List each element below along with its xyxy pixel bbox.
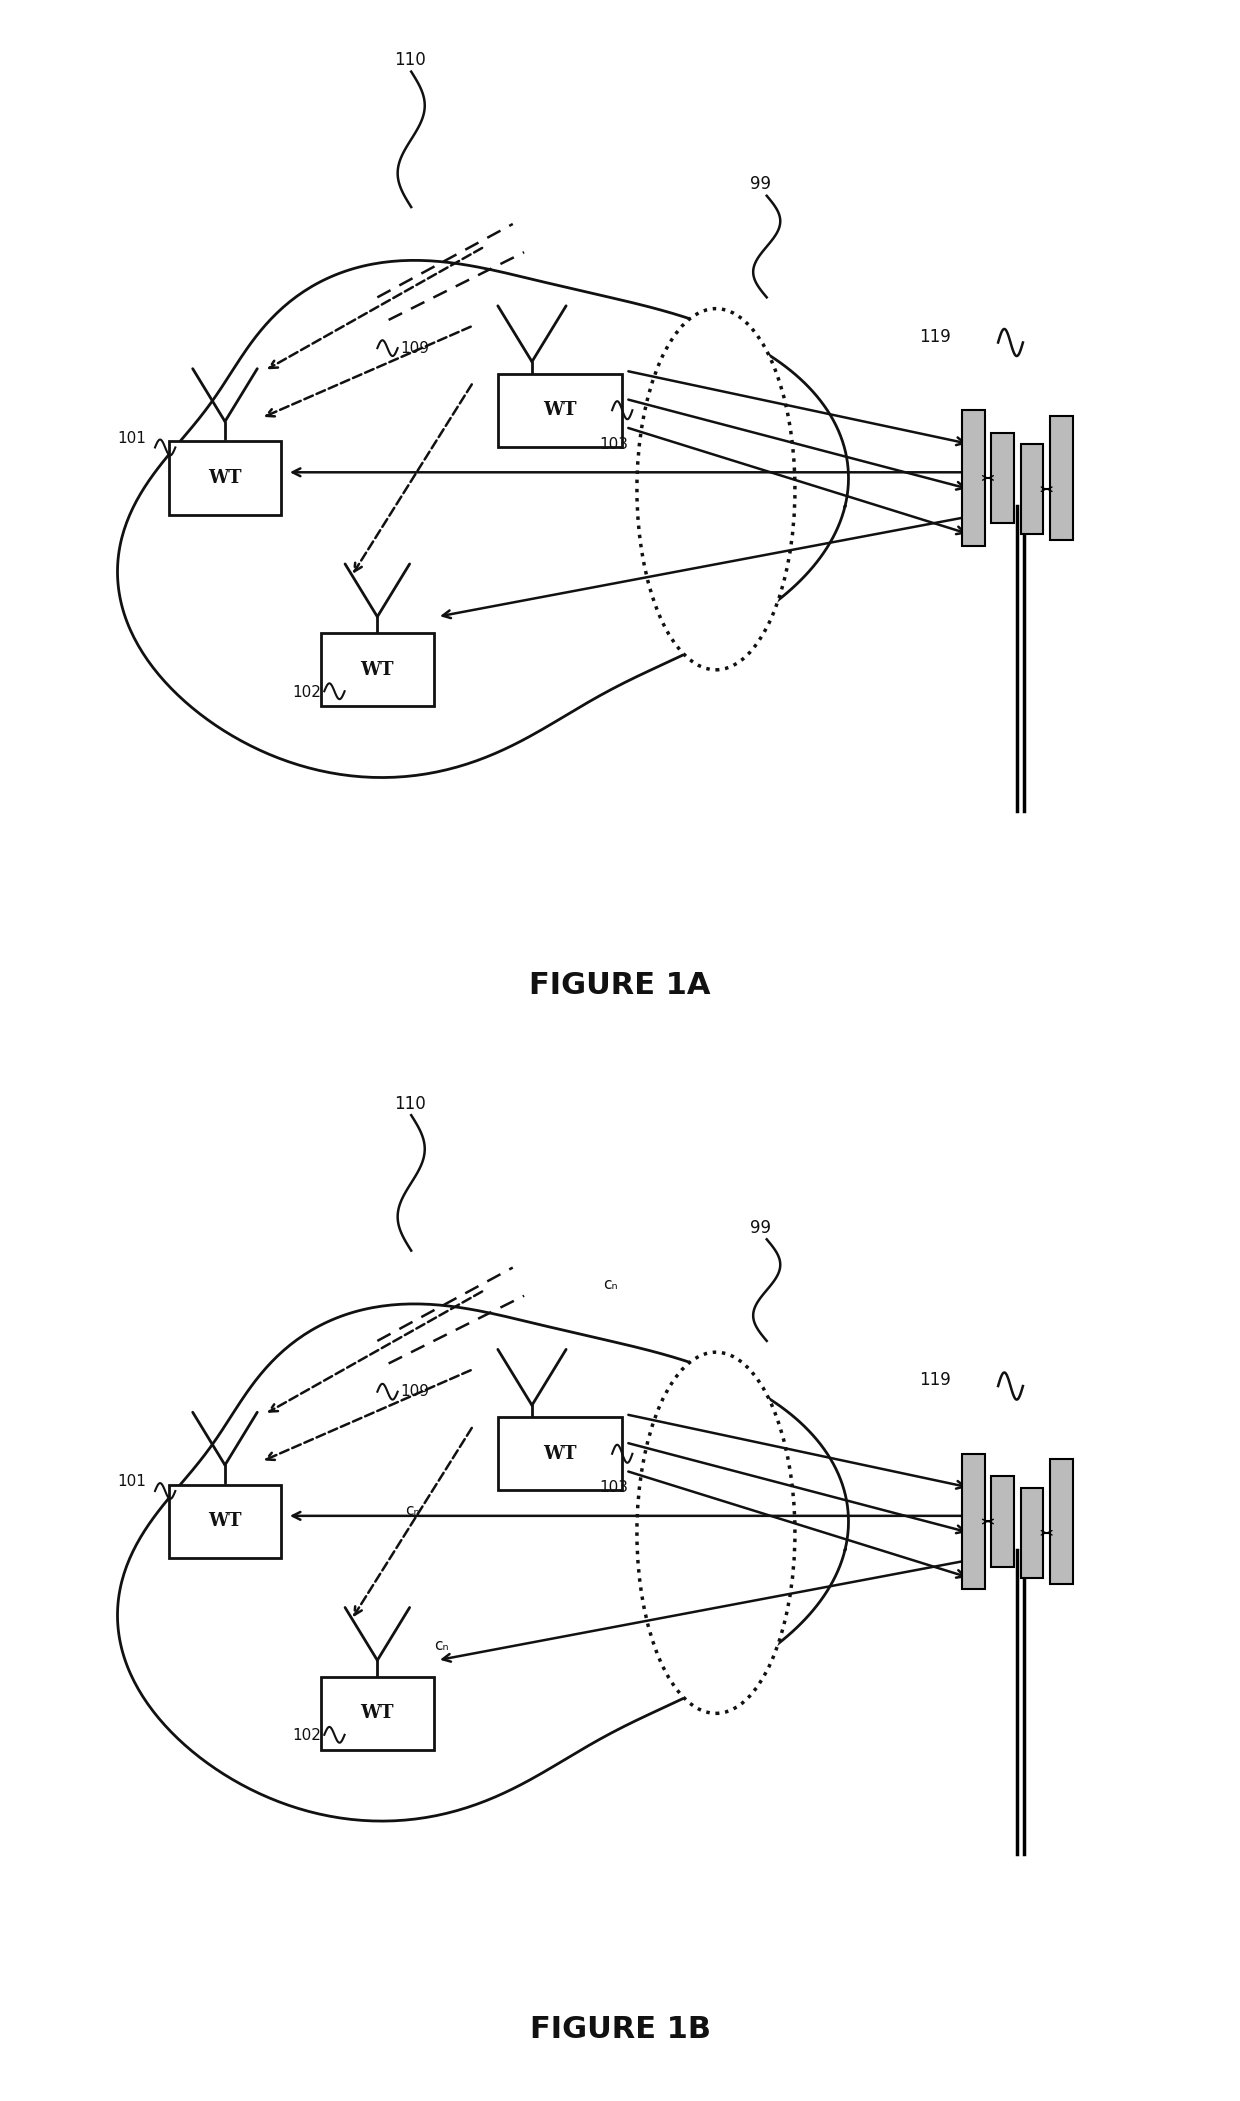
Text: 102: 102 bbox=[293, 685, 321, 700]
Text: 109: 109 bbox=[401, 1385, 429, 1399]
Text: WT: WT bbox=[543, 401, 577, 420]
Text: 109: 109 bbox=[401, 340, 429, 355]
Text: 119: 119 bbox=[919, 1372, 951, 1389]
Text: 101: 101 bbox=[118, 431, 146, 445]
Bar bbox=[321, 1677, 434, 1750]
Bar bbox=[498, 1416, 622, 1490]
Bar bbox=[1050, 416, 1073, 540]
Bar bbox=[1050, 1460, 1073, 1584]
Text: 103: 103 bbox=[600, 1479, 629, 1496]
Text: 103: 103 bbox=[600, 437, 629, 452]
Ellipse shape bbox=[637, 1353, 795, 1712]
Text: WT: WT bbox=[361, 1704, 394, 1723]
Bar bbox=[1021, 1488, 1043, 1578]
Text: 99: 99 bbox=[750, 176, 771, 193]
Bar bbox=[169, 441, 281, 515]
Bar bbox=[169, 1485, 281, 1559]
Bar bbox=[962, 410, 985, 546]
Bar bbox=[991, 433, 1014, 523]
Text: 110: 110 bbox=[394, 50, 427, 69]
Text: 102: 102 bbox=[293, 1729, 321, 1744]
Text: 110: 110 bbox=[394, 1095, 427, 1114]
Bar bbox=[962, 1454, 985, 1588]
Text: 99: 99 bbox=[750, 1219, 771, 1237]
Bar bbox=[321, 632, 434, 706]
Bar bbox=[498, 374, 622, 448]
Text: FIGURE 1A: FIGURE 1A bbox=[529, 971, 711, 1000]
Text: WT: WT bbox=[208, 1513, 242, 1530]
Text: WT: WT bbox=[543, 1445, 577, 1462]
Text: cₙ: cₙ bbox=[603, 1277, 618, 1292]
Ellipse shape bbox=[637, 309, 795, 670]
Text: FIGURE 1B: FIGURE 1B bbox=[529, 2015, 711, 2044]
Bar bbox=[1021, 443, 1043, 534]
Text: WT: WT bbox=[208, 469, 242, 487]
Text: cₙ: cₙ bbox=[434, 1639, 449, 1653]
Polygon shape bbox=[118, 1305, 848, 1822]
Text: 101: 101 bbox=[118, 1475, 146, 1490]
Text: WT: WT bbox=[361, 662, 394, 679]
Text: 119: 119 bbox=[919, 328, 951, 347]
Polygon shape bbox=[118, 261, 848, 777]
Bar bbox=[991, 1477, 1014, 1567]
Text: cₙ: cₙ bbox=[405, 1502, 420, 1517]
